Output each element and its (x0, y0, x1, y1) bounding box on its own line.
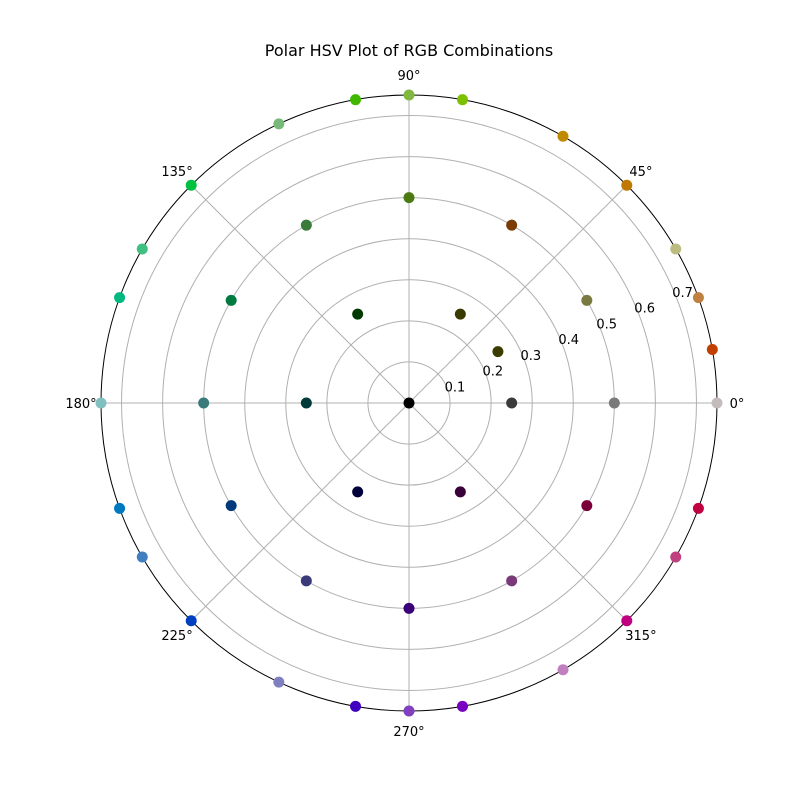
scatter-point (136, 243, 148, 255)
scatter-point (350, 700, 362, 712)
tick-labels: 0° 45° 90° 135° 180° 225° 270° 315° 0.1 0.2 0.3 0.4… (65, 69, 744, 740)
scatter-point (581, 500, 593, 512)
angle-tick-label: 225° (161, 629, 192, 644)
angle-tick-label: 315° (625, 629, 656, 644)
angle-tick-label: 180° (65, 397, 96, 412)
scatter-point (557, 130, 569, 142)
scatter-point (456, 94, 468, 106)
scatter-point (352, 308, 364, 320)
scatter-point (506, 575, 518, 587)
scatter-point (403, 602, 415, 614)
scatter-point (403, 397, 415, 409)
scatter-point (454, 486, 466, 498)
radial-tick-label: 0.2 (483, 365, 504, 380)
scatter-point (557, 664, 569, 676)
scatter-point (506, 397, 518, 409)
scatter-point (198, 397, 210, 409)
scatter-point (608, 397, 620, 409)
scatter-point (273, 676, 285, 688)
radial-tick-label: 0.4 (558, 333, 579, 348)
scatter-point (454, 308, 466, 320)
radial-tick-label: 0.3 (520, 349, 541, 364)
scatter-point (670, 243, 682, 255)
radial-tick-label: 0.1 (445, 380, 466, 395)
scatter-point (581, 294, 593, 306)
scatter-point (403, 89, 415, 101)
scatter-point (350, 94, 362, 106)
angular-gridline-135 (190, 184, 410, 404)
scatter-point (95, 397, 107, 409)
scatter-point (706, 344, 718, 356)
angular-gridline-45 (408, 184, 628, 404)
scatter-point (185, 615, 197, 627)
scatter-point (273, 118, 285, 130)
scatter-point (225, 500, 237, 512)
scatter-point (114, 292, 126, 304)
radial-tick-label: 0.7 (672, 286, 693, 301)
scatter-point (403, 705, 415, 717)
angle-tick-label: 90° (397, 69, 420, 84)
scatter-point (670, 551, 682, 563)
scatter-point (185, 179, 197, 191)
scatter-point (225, 294, 237, 306)
angle-tick-label: 45° (629, 165, 652, 180)
scatter-point (711, 397, 723, 409)
scatter-point (506, 219, 518, 231)
angular-gridline-225 (190, 402, 410, 622)
scatter-point (136, 551, 148, 563)
scatter-point (300, 219, 312, 231)
angle-tick-label: 135° (161, 165, 192, 180)
scatter-point (621, 615, 633, 627)
scatter-point (114, 502, 126, 514)
scatter-point (692, 292, 704, 304)
scatter-points (95, 89, 723, 717)
scatter-point (492, 346, 504, 358)
scatter-point (456, 700, 468, 712)
scatter-point (300, 575, 312, 587)
angle-tick-label: 0° (730, 397, 745, 412)
scatter-point (621, 179, 633, 191)
scatter-point (300, 397, 312, 409)
radial-tick-label: 0.5 (596, 317, 617, 332)
chart-title: Polar HSV Plot of RGB Combinations (265, 41, 553, 60)
scatter-point (352, 486, 364, 498)
scatter-point (403, 192, 415, 204)
scatter-point (692, 502, 704, 514)
radial-tick-label: 0.6 (634, 302, 655, 317)
angle-tick-label: 270° (393, 725, 424, 740)
angular-gridline-315 (408, 402, 628, 622)
